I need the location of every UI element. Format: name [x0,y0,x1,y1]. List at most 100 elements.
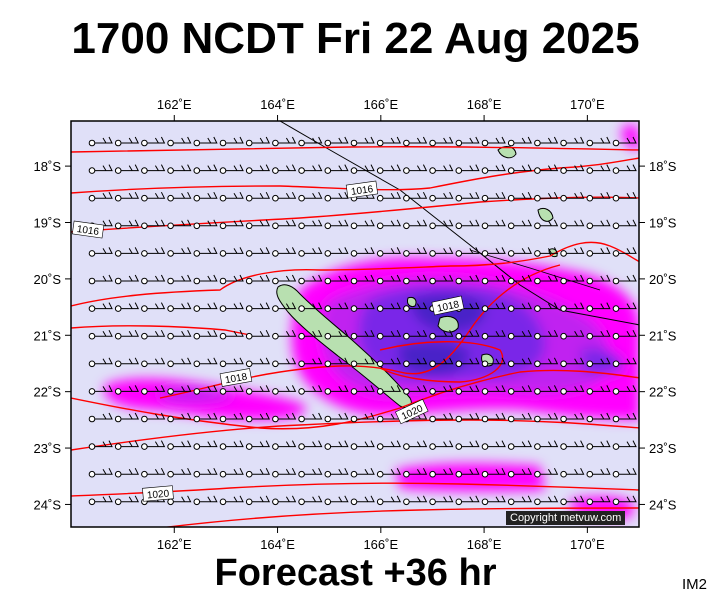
wind-barb [114,164,140,174]
wind-barb [481,495,506,506]
lat-tick-label: 24˚S [34,497,62,512]
wind-barb [586,357,611,368]
wind-barb [114,247,140,257]
wind-barb [88,467,113,478]
wind-barb [219,191,244,202]
lat-tick-label: 20˚S [649,272,677,287]
lat-tick-label: 22˚S [649,385,677,400]
wind-barb [612,385,637,395]
wind-barb [376,385,402,395]
wind-barb [114,440,140,450]
wind-barb [245,219,271,230]
wind-barb [403,219,428,230]
wind-barb [534,219,559,230]
wind-barb [298,302,323,312]
wind-barb [193,385,218,395]
wind-barb [114,495,140,506]
wind-barb [245,302,271,312]
wind-barb [612,219,637,230]
isobar-label: 1016 [350,184,374,198]
wind-barb [376,357,402,368]
wind-barb [507,412,533,423]
wind-barb [481,357,506,368]
wind-barb [534,164,559,174]
wind-barb [141,440,166,450]
wind-barbs [88,136,637,506]
wind-barb [507,385,533,395]
wind-barb [612,495,637,506]
wind-barb [350,467,375,478]
wind-barb [272,247,297,257]
wind-barb [534,495,559,506]
wind-barb [560,495,585,506]
wind-barb [324,329,349,340]
wind-barb [193,274,218,285]
wind-barb [167,440,192,450]
wind-barb [245,495,271,506]
wind-barb [324,440,349,450]
wind-barb [141,329,166,340]
wind-barb [324,357,349,368]
wind-barb [586,219,611,230]
wind-barb [245,329,271,340]
wind-barb [612,164,637,174]
wind-barb [455,495,480,506]
wind-barb [612,440,637,450]
wind-barb [324,412,349,423]
boundary-line [279,121,639,326]
wind-barb [141,412,166,423]
wind-barb [114,385,140,395]
wind-barb [586,467,611,478]
wind-barb [560,357,585,368]
wind-barb [298,274,323,285]
wind-barb [586,495,611,506]
wind-barb [403,191,428,202]
lon-tick-label: 162˚E [157,97,192,112]
wind-barb [114,136,140,147]
map-title: 1700 NCDT Fri 22 Aug 2025 [71,14,640,63]
vanuatu-island-2 [537,207,554,222]
wind-barb [560,219,585,230]
lon-tick-label: 162˚E [157,537,192,552]
wind-barb [560,467,585,478]
wind-barb [298,191,323,202]
wind-barb [403,440,428,450]
wind-barb [298,467,323,478]
wind-barb [481,329,506,340]
wind-barb [429,136,454,147]
wind-barb [612,274,637,285]
wind-barb [507,329,533,340]
wind-barb [376,274,402,285]
lon-tick-label: 166˚E [363,537,398,552]
wind-barb [219,495,244,506]
wind-barb [272,495,297,506]
wind-barb [219,164,244,174]
lat-tick-label: 21˚S [34,328,62,343]
wind-barb [167,247,192,257]
wind-barb [88,136,113,147]
wind-barb [350,412,375,423]
wind-barb [193,302,218,312]
wind-barb [193,247,218,257]
wind-barb [193,357,218,368]
wind-barb [219,219,244,230]
wind-barb [298,495,323,506]
wind-barb [324,191,349,202]
wind-barb [350,495,375,506]
forecast-label: Forecast +36 hr [214,552,497,594]
wind-barb [245,467,271,478]
wind-barb [429,219,454,230]
wind-barb [219,440,244,450]
wind-barb [141,219,166,230]
wind-barb [455,440,480,450]
wind-barb [376,495,402,506]
wind-barb [324,495,349,506]
wind-barb [507,440,533,450]
wind-barb [245,164,271,174]
wind-barb [324,385,349,395]
wind-barb [403,329,428,340]
wind-barb [586,247,611,257]
wind-barb [507,467,533,478]
wind-barb [534,329,559,340]
wind-barb [272,302,297,312]
